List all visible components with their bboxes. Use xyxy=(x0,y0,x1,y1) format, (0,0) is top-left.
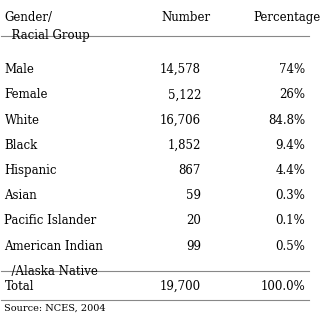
Text: 0.3%: 0.3% xyxy=(276,189,306,202)
Text: White: White xyxy=(4,114,39,127)
Text: 99: 99 xyxy=(186,240,201,252)
Text: Total: Total xyxy=(4,280,34,292)
Text: 84.8%: 84.8% xyxy=(268,114,306,127)
Text: 26%: 26% xyxy=(279,88,306,101)
Text: Hispanic: Hispanic xyxy=(4,164,57,177)
Text: 20: 20 xyxy=(186,214,201,227)
Text: 0.5%: 0.5% xyxy=(276,240,306,252)
Text: 4.4%: 4.4% xyxy=(276,164,306,177)
Text: Male: Male xyxy=(4,63,34,76)
Text: 0.1%: 0.1% xyxy=(276,214,306,227)
Text: 100.0%: 100.0% xyxy=(261,280,306,292)
Text: Asian: Asian xyxy=(4,189,37,202)
Text: Female: Female xyxy=(4,88,48,101)
Text: Source: NCES, 2004: Source: NCES, 2004 xyxy=(4,304,106,313)
Text: Number: Number xyxy=(161,11,210,24)
Text: 867: 867 xyxy=(179,164,201,177)
Text: 5,122: 5,122 xyxy=(168,88,201,101)
Text: Racial Group: Racial Group xyxy=(4,29,90,42)
Text: Pacific Islander: Pacific Islander xyxy=(4,214,97,227)
Text: Gender/: Gender/ xyxy=(4,11,52,24)
Text: 19,700: 19,700 xyxy=(160,280,201,292)
Text: American Indian: American Indian xyxy=(4,240,103,252)
Text: Percentage: Percentage xyxy=(253,11,320,24)
Text: 16,706: 16,706 xyxy=(160,114,201,127)
Text: 74%: 74% xyxy=(279,63,306,76)
Text: Black: Black xyxy=(4,139,38,152)
Text: /Alaska Native: /Alaska Native xyxy=(4,265,98,278)
Text: 1,852: 1,852 xyxy=(168,139,201,152)
Text: 9.4%: 9.4% xyxy=(276,139,306,152)
Text: 59: 59 xyxy=(186,189,201,202)
Text: 14,578: 14,578 xyxy=(160,63,201,76)
